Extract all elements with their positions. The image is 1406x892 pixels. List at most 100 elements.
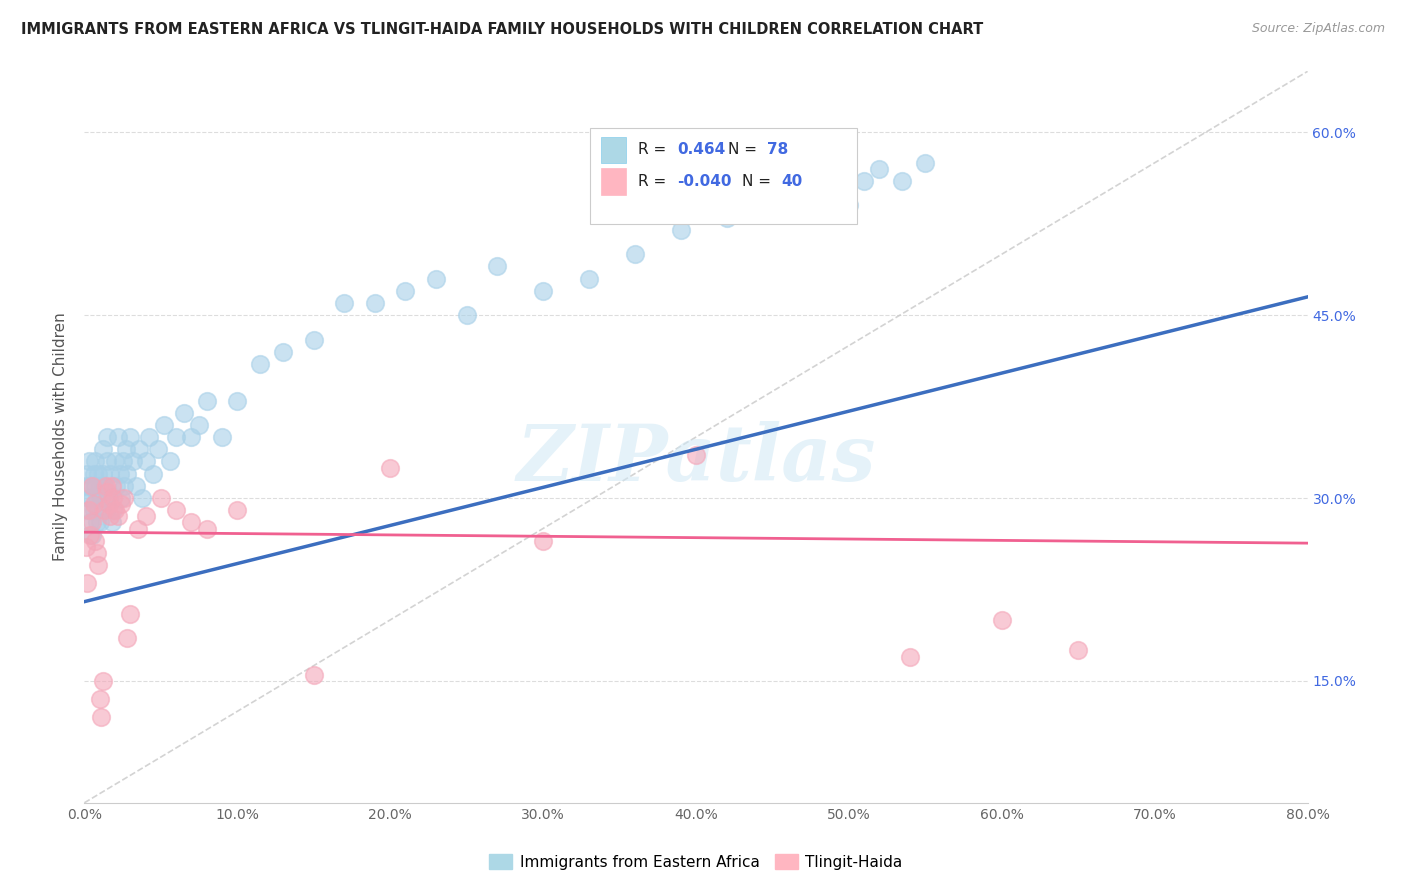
Point [108,467,131,481]
Point [87,503,110,517]
Point [624,247,647,261]
Point [853,174,876,188]
Point [159,454,181,468]
Text: ZIPatlas: ZIPatlas [516,421,876,497]
Text: 78: 78 [768,143,789,158]
Point [90,710,112,724]
Point [77,454,100,468]
Point [97,497,120,511]
Point [107,430,129,444]
Point [101,479,124,493]
Point [128,442,150,457]
Point [93,503,115,517]
Point [226,503,249,517]
Point [89,479,111,493]
Point [1067,643,1090,657]
Point [98,467,121,481]
Point [180,430,202,444]
Point [76,467,98,481]
Point [226,393,249,408]
Point [80,527,103,541]
Point [135,509,157,524]
Point [104,503,127,517]
Legend: Immigrants from Eastern Africa, Tlingit-Haida: Immigrants from Eastern Africa, Tlingit-… [484,847,908,876]
Point [76,576,98,591]
Point [83,497,105,511]
Point [761,186,783,201]
Point [84,533,107,548]
Point [131,491,153,505]
Text: IMMIGRANTS FROM EASTERN AFRICA VS TLINGIT-HAIDA FAMILY HOUSEHOLDS WITH CHILDREN : IMMIGRANTS FROM EASTERN AFRICA VS TLINGI… [21,22,983,37]
Point [91,467,114,481]
Point [125,479,148,493]
Point [716,211,738,225]
Point [838,198,860,212]
Point [97,491,120,505]
Point [98,509,121,524]
Point [83,467,105,481]
Point [380,460,402,475]
Point [142,467,165,481]
Point [91,442,114,457]
Point [77,491,100,505]
Point [914,155,936,169]
Text: R =: R = [638,174,671,189]
Point [79,516,101,530]
Point [75,540,97,554]
Point [77,503,100,517]
Point [107,509,129,524]
Point [165,430,187,444]
Point [91,673,114,688]
Point [79,479,101,493]
Point [84,479,107,493]
Point [79,527,101,541]
Point [153,417,176,432]
Point [103,503,125,517]
Text: N =: N = [742,174,776,189]
Point [114,442,136,457]
Point [249,357,271,371]
Point [115,467,138,481]
Point [101,516,124,530]
Point [302,333,325,347]
Point [578,271,600,285]
Point [111,454,134,468]
Point [89,516,111,530]
Point [83,503,105,517]
Point [96,454,118,468]
Text: N =: N = [728,143,762,158]
Point [94,479,117,493]
Point [669,223,692,237]
Point [456,308,478,322]
Point [188,417,211,432]
Point [87,467,110,481]
Point [271,344,294,359]
Point [80,479,103,493]
Point [89,692,111,706]
Point [991,613,1014,627]
Point [149,491,172,505]
Text: -0.040: -0.040 [678,174,731,189]
Point [90,491,112,505]
Point [486,260,509,274]
Point [86,491,108,505]
Point [80,491,103,505]
Point [135,454,157,468]
Text: 0.464: 0.464 [678,143,725,158]
Point [110,491,132,505]
Point [76,503,98,517]
Point [80,516,103,530]
Point [94,503,117,517]
Point [180,516,202,530]
Point [195,393,218,408]
Text: 40: 40 [782,174,803,189]
Point [122,454,145,468]
Point [394,284,416,298]
Point [531,533,554,548]
Point [302,667,325,681]
Point [112,491,135,505]
Point [84,454,107,468]
Text: R =: R = [638,143,671,158]
Point [86,546,108,560]
Point [165,503,187,517]
